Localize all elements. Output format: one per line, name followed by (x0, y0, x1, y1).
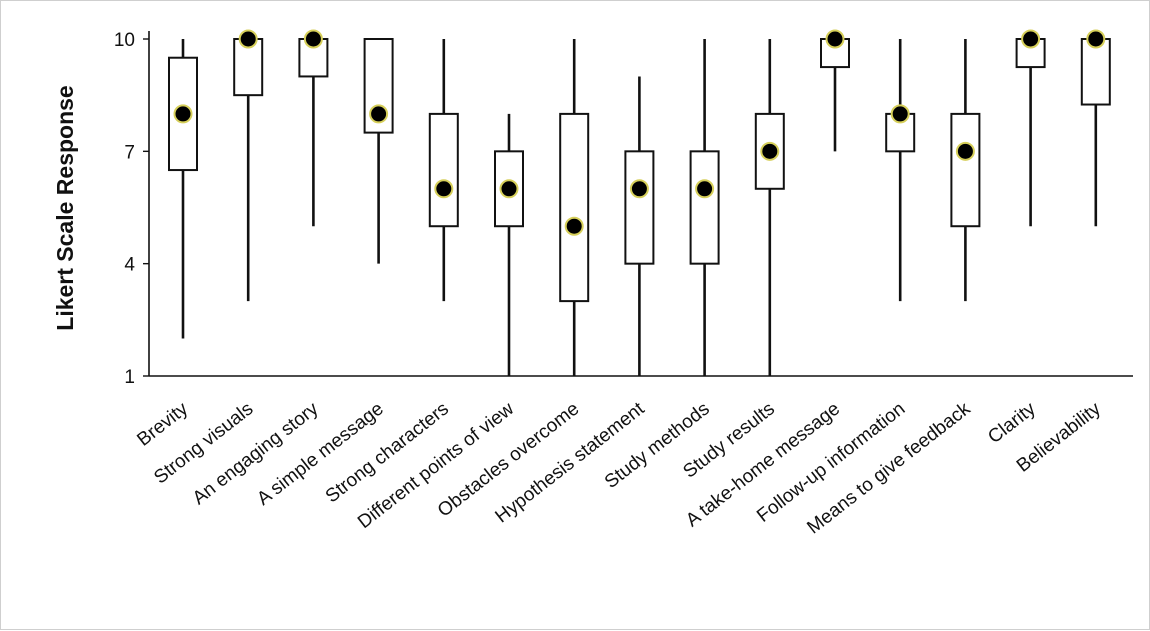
median-marker (238, 29, 258, 49)
iqr-box (689, 150, 720, 265)
median-marker (369, 104, 389, 124)
median-marker (564, 216, 584, 236)
box-group (233, 29, 264, 302)
axes (148, 31, 1133, 377)
box-group (950, 39, 981, 302)
box-group (689, 39, 720, 376)
y-tick-label: 7 (124, 142, 135, 163)
y-tick-label: 10 (114, 30, 135, 51)
median-marker (173, 104, 193, 124)
median-marker (1086, 29, 1106, 49)
box-group (363, 38, 394, 264)
y-tick-label: 1 (124, 367, 135, 388)
iqr-box (950, 112, 981, 228)
median-marker (303, 29, 323, 49)
median-marker (760, 141, 780, 161)
box-series (168, 29, 1111, 376)
median-marker (499, 179, 519, 199)
category-label: Brevity (133, 398, 192, 451)
y-axis-ticks: 1 4 7 10 (114, 30, 149, 388)
median-marker (629, 179, 649, 199)
box-group (494, 113, 524, 376)
box-group (754, 39, 785, 376)
median-marker (1021, 29, 1041, 49)
box-group (624, 76, 655, 376)
box-group (820, 29, 850, 152)
box-group (168, 39, 198, 339)
iqr-box (559, 112, 590, 303)
median-marker (825, 29, 845, 49)
box-group (1080, 29, 1111, 227)
box-group (428, 39, 459, 302)
median-marker (955, 141, 975, 161)
median-marker (695, 179, 715, 199)
iqr-box (428, 112, 459, 228)
y-axis-title: Likert Scale Response (52, 85, 78, 330)
box-group (559, 39, 590, 376)
category-label: Clarity (984, 398, 1040, 448)
iqr-box (1080, 38, 1111, 106)
box-group (298, 29, 329, 227)
box-group (885, 39, 916, 302)
median-marker (434, 179, 454, 199)
box-group (1015, 29, 1046, 227)
iqr-box (624, 150, 655, 265)
y-tick-label: 4 (124, 255, 135, 276)
median-marker (890, 104, 910, 124)
iqr-box (298, 38, 329, 78)
